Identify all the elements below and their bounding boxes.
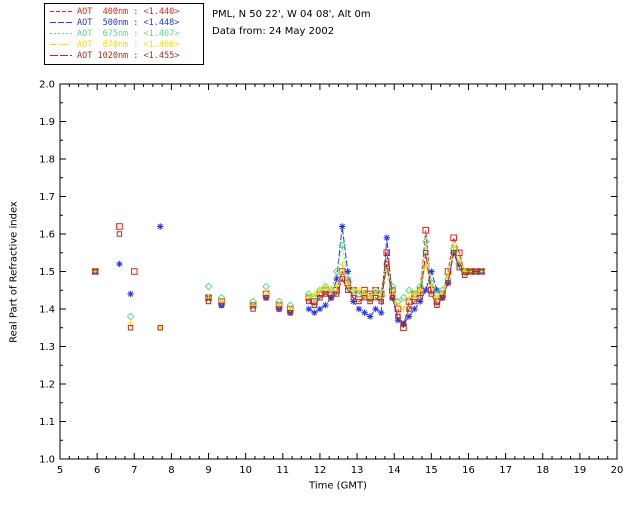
y-tick-label: 1.0 [39,455,55,466]
series-line [308,241,482,303]
station-info: PML, N 50 22', W 04 08', Alt 0m [212,9,371,20]
x-axis-label: Time (GMT) [309,480,367,492]
axes-box [59,83,618,460]
legend-label: AOT 675nm : <1.467> [77,28,180,39]
x-tick-label: 5 [57,465,63,476]
legend-line-sample [50,33,72,34]
data-date: Data from: 24 May 2002 [212,26,335,37]
series-line [308,243,482,310]
legend-label: AOT 400nm : <1.440> [77,6,180,17]
y-tick-label: 1.6 [39,230,55,241]
legend-item-aot-675nm: AOT 675nm : <1.467> [49,28,199,39]
x-tick-label: 20 [611,465,624,476]
y-tick-label: 1.9 [39,117,55,128]
x-tick-label: 12 [314,465,327,476]
legend-label: AOT 1020nm : <1.455> [77,50,180,61]
x-tick-label: 11 [276,465,289,476]
x-tick-label: 10 [239,465,252,476]
x-tick-label: 18 [536,465,549,476]
x-tick-label: 9 [205,465,211,476]
legend-line-sample [50,55,72,56]
x-tick-label: 15 [425,465,438,476]
series-line [308,250,482,326]
y-tick-label: 1.3 [39,342,55,353]
y-tick-label: 1.7 [39,192,55,203]
x-tick-label: 13 [351,465,364,476]
y-tick-label: 1.5 [39,267,55,278]
legend-item-aot-500nm: AOT 500nm : <1.448> [49,17,199,28]
legend-item-aot-400nm: AOT 400nm : <1.440> [49,6,199,17]
legend-item-aot-870nm: AOT 870nm : <1.466> [49,39,199,50]
legend-line-sample [50,22,72,23]
plot-header: PML, N 50 22', W 04 08', Alt 0m Data fro… [212,6,371,40]
y-axis-label: Real Part of Refractive index [8,201,20,343]
x-tick-label: 7 [131,465,137,476]
x-tick-label: 19 [573,465,586,476]
x-tick-label: 6 [94,465,100,476]
x-tick-label: 14 [388,465,401,476]
y-tick-label: 1.4 [39,305,55,316]
legend-line-sample [50,44,72,45]
legend-item-aot-1020nm: AOT 1020nm : <1.455> [49,50,199,61]
series-line [308,226,482,325]
x-tick-label: 16 [462,465,475,476]
y-tick-label: 2.0 [39,80,55,91]
legend-label: AOT 500nm : <1.448> [77,17,180,28]
x-tick-label: 8 [168,465,174,476]
x-tick-label: 17 [499,465,512,476]
y-tick-label: 1.1 [39,417,55,428]
y-tick-label: 1.2 [39,380,55,391]
y-tick-label: 1.8 [39,155,55,166]
legend: AOT 400nm : <1.440> AOT 500nm : <1.448> AO… [44,3,204,65]
legend-line-sample [50,11,72,12]
legend-label: AOT 870nm : <1.466> [77,39,180,50]
